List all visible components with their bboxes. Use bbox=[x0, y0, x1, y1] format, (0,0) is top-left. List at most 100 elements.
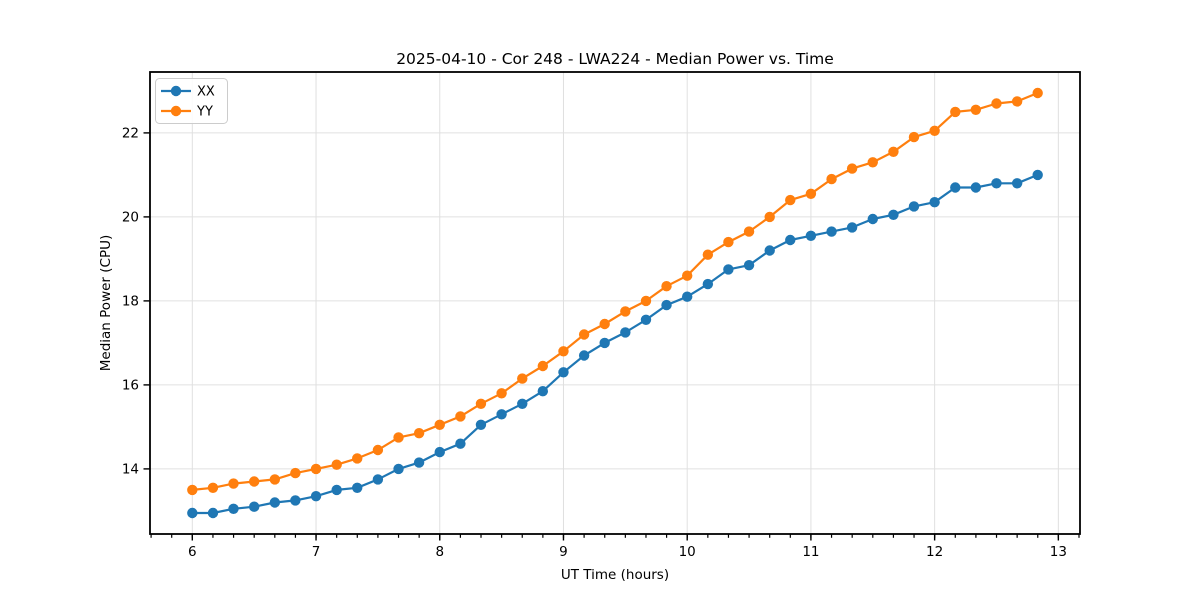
data-point-yy bbox=[1032, 87, 1043, 99]
data-point-xx bbox=[681, 291, 693, 302]
y-tick-label: 18 bbox=[122, 294, 139, 310]
data-point-yy bbox=[352, 453, 363, 464]
data-point-xx bbox=[1011, 178, 1023, 189]
data-point-yy bbox=[331, 459, 342, 470]
x-tick-label: 8 bbox=[435, 544, 444, 560]
data-point-yy bbox=[826, 173, 837, 185]
data-point-yy bbox=[1011, 96, 1023, 107]
data-point-yy bbox=[950, 106, 961, 118]
data-point-xx bbox=[929, 197, 940, 208]
data-point-xx bbox=[207, 507, 219, 519]
x-axis-label: UT Time (hours) bbox=[561, 567, 669, 583]
data-point-xx bbox=[805, 230, 817, 241]
x-tick-label: 10 bbox=[679, 544, 696, 560]
x-tick-label: 11 bbox=[802, 544, 819, 560]
axes-frame bbox=[149, 71, 1081, 535]
data-point-yy bbox=[991, 98, 1002, 109]
series-xx bbox=[187, 169, 1043, 519]
y-tick-label: 14 bbox=[122, 462, 139, 478]
data-point-xx bbox=[517, 398, 528, 409]
data-point-yy bbox=[908, 131, 920, 143]
data-point-yy bbox=[228, 478, 239, 489]
data-point-xx bbox=[1032, 169, 1043, 181]
axis-ticks bbox=[143, 132, 1080, 541]
data-point-yy bbox=[764, 211, 775, 223]
data-point-yy bbox=[372, 444, 384, 456]
data-point-xx bbox=[269, 497, 281, 508]
data-point-yy bbox=[929, 125, 940, 136]
data-point-yy bbox=[620, 306, 631, 317]
data-point-yy bbox=[413, 428, 425, 439]
data-point-yy bbox=[207, 482, 219, 493]
x-tick-label: 12 bbox=[926, 544, 943, 560]
y-tick-label: 20 bbox=[122, 210, 139, 226]
x-tick-label: 7 bbox=[312, 544, 321, 560]
data-point-xx bbox=[723, 264, 734, 275]
data-point-xx bbox=[413, 457, 425, 468]
data-point-xx bbox=[991, 178, 1002, 189]
y-tick-label: 22 bbox=[122, 126, 139, 142]
data-point-yy bbox=[517, 373, 528, 384]
data-point-yy bbox=[558, 346, 569, 357]
data-point-xx bbox=[970, 182, 982, 193]
legend-item-yy: YY bbox=[161, 105, 213, 120]
y-tick-label: 16 bbox=[122, 378, 139, 394]
series-yy bbox=[187, 87, 1043, 496]
series-line-xx bbox=[192, 173, 1039, 515]
x-tick-label: 9 bbox=[559, 544, 568, 560]
data-point-xx bbox=[496, 409, 507, 420]
data-point-xx bbox=[331, 484, 342, 496]
data-point-xx bbox=[661, 299, 672, 311]
data-point-yy bbox=[702, 249, 714, 260]
legend-label-xx: XX bbox=[197, 85, 215, 100]
data-point-yy bbox=[290, 467, 301, 479]
data-point-xx bbox=[867, 213, 878, 225]
data-point-yy bbox=[743, 226, 755, 237]
data-point-xx bbox=[393, 463, 404, 475]
data-point-xx bbox=[846, 222, 858, 233]
data-point-yy bbox=[785, 194, 796, 206]
data-point-xx bbox=[908, 201, 920, 212]
data-point-yy bbox=[867, 157, 878, 168]
data-point-xx bbox=[248, 501, 260, 512]
legend-marker-yy bbox=[170, 105, 182, 117]
data-point-yy bbox=[187, 484, 198, 496]
data-point-yy bbox=[496, 388, 507, 399]
data-point-xx bbox=[475, 419, 487, 430]
data-point-xx bbox=[599, 337, 610, 349]
legend-item-xx: XX bbox=[161, 85, 215, 100]
data-point-xx bbox=[187, 507, 198, 519]
data-point-yy bbox=[310, 463, 322, 475]
data-point-xx bbox=[743, 260, 755, 271]
data-point-xx bbox=[455, 438, 466, 449]
data-point-yy bbox=[661, 281, 672, 292]
data-point-xx bbox=[434, 446, 445, 458]
data-point-yy bbox=[393, 432, 404, 443]
data-point-yy bbox=[537, 360, 549, 372]
data-point-xx bbox=[785, 234, 796, 246]
data-point-yy bbox=[578, 329, 590, 340]
data-point-xx bbox=[372, 474, 384, 485]
data-point-yy bbox=[970, 104, 982, 116]
legend-box bbox=[155, 78, 228, 124]
chart-title: 2025-04-10 - Cor 248 - LWA224 - Median P… bbox=[396, 50, 834, 68]
data-point-xx bbox=[537, 386, 549, 397]
data-point-xx bbox=[640, 314, 652, 325]
data-point-yy bbox=[434, 419, 445, 430]
data-point-yy bbox=[269, 474, 281, 485]
data-point-yy bbox=[455, 411, 466, 422]
data-point-xx bbox=[764, 245, 775, 256]
data-point-xx bbox=[228, 503, 239, 514]
y-axis-label: Median Power (CPU) bbox=[98, 235, 114, 371]
x-tick-label: 6 bbox=[188, 544, 197, 560]
data-point-yy bbox=[805, 188, 817, 199]
data-series bbox=[187, 87, 1043, 519]
data-point-yy bbox=[888, 146, 899, 157]
legend-marker-xx bbox=[170, 85, 182, 97]
x-tick-label: 13 bbox=[1050, 544, 1067, 560]
data-point-xx bbox=[702, 278, 714, 290]
data-point-xx bbox=[950, 182, 961, 193]
gridlines bbox=[150, 72, 1080, 534]
